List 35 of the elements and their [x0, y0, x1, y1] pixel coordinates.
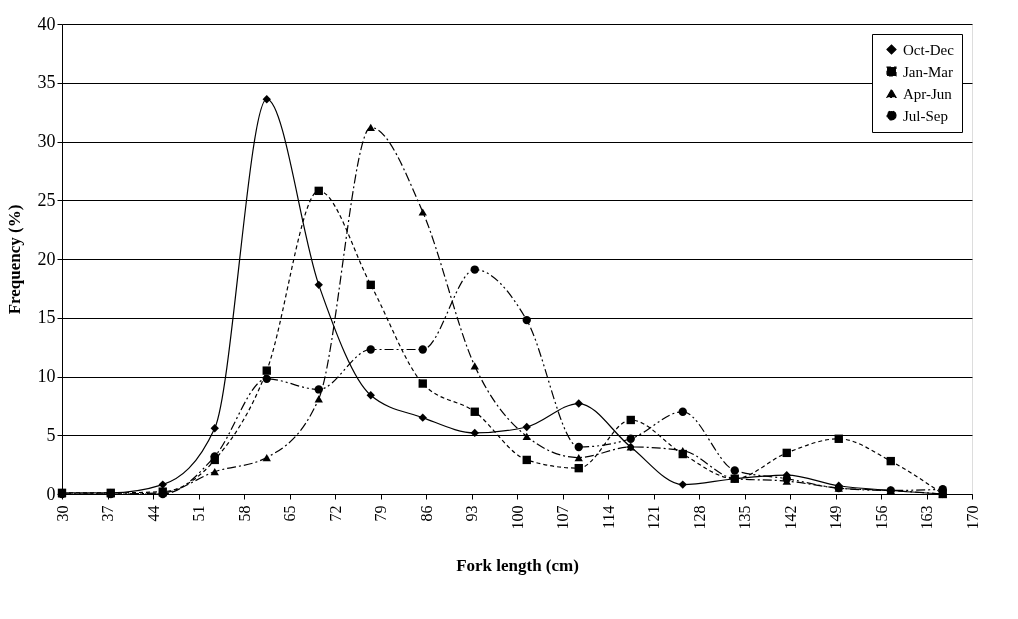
x-tick-label: 156 — [872, 505, 890, 530]
x-tick-label: 121 — [645, 505, 662, 530]
y-tick-label: 30 — [37, 131, 56, 151]
x-tick-label: 79 — [372, 505, 389, 522]
x-axis-title: Fork length (cm) — [456, 555, 579, 575]
x-tick-label: 86 — [417, 505, 435, 522]
x-tick-label: 149 — [827, 505, 844, 530]
x-tick-label: 107 — [554, 505, 571, 530]
legend-label: Jul-Sep — [903, 107, 948, 124]
x-tick-label: 163 — [918, 505, 935, 530]
legend-label: Oct-Dec — [903, 41, 955, 58]
legend-label: Apr-Jun — [903, 85, 953, 102]
x-tick-label: 44 — [144, 505, 162, 522]
x-tick-label: 65 — [281, 505, 298, 522]
x-tick-label: 170 — [963, 505, 981, 530]
legend-label: Jan-Mar — [903, 63, 953, 80]
x-tick-label: 58 — [235, 505, 253, 522]
y-axis-title: Frequency (%) — [4, 204, 24, 315]
x-tick-label: 128 — [690, 505, 708, 530]
y-tick-label: 5 — [46, 424, 56, 445]
x-tick-label: 51 — [190, 505, 207, 522]
y-tick-label: 20 — [37, 248, 56, 269]
x-tick-label: 93 — [463, 505, 480, 522]
x-tick-label: 37 — [99, 505, 116, 522]
y-tick-label: 15 — [37, 307, 56, 328]
y-tick-label: 35 — [37, 72, 56, 93]
y-tick-label: 25 — [37, 189, 56, 210]
y-tick-label: 10 — [37, 366, 56, 386]
y-tick-label: 40 — [37, 13, 56, 34]
x-tick-label: 114 — [599, 505, 617, 529]
x-tick-label: 142 — [781, 505, 799, 530]
x-tick-label: 72 — [326, 505, 344, 522]
x-tick-label: 100 — [508, 505, 526, 530]
x-tick-label: 135 — [736, 505, 753, 530]
y-tick-label: 0 — [46, 483, 56, 504]
